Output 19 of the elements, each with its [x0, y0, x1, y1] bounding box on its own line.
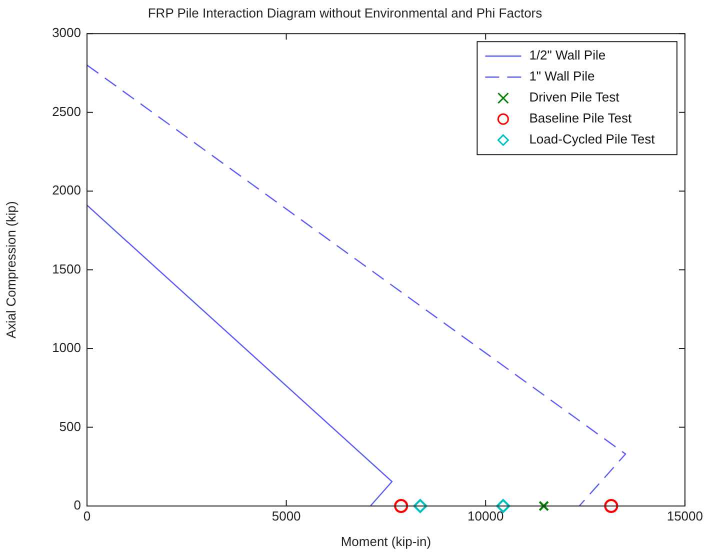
chart-title: FRP Pile Interaction Diagram without Environmental and Phi Factors	[148, 5, 543, 20]
legend-label: 1/2" Wall Pile	[529, 48, 606, 63]
legend-label: 1" Wall Pile	[529, 68, 595, 84]
y-tick-label: 0	[74, 498, 81, 513]
y-axis-title: Axial Compression (kip)	[3, 201, 18, 338]
x-tick-label: 10000	[468, 508, 504, 524]
legend-label: Baseline Pile Test	[529, 110, 632, 126]
y-tick-label: 1500	[52, 261, 81, 276]
x-tick-label: 5000	[272, 508, 301, 524]
legend-label: Load-Cycled Pile Test	[529, 132, 656, 147]
y-tick-label: 3000	[52, 25, 81, 40]
legend-label: Driven Pile Test	[529, 90, 620, 105]
x-tick-label: 15000	[666, 508, 704, 524]
y-tick-label: 2500	[52, 104, 81, 119]
x-axis-title: Moment (kip-in)	[340, 534, 432, 549]
y-tick-label: 500	[59, 418, 81, 434]
y-tick-label: 1000	[52, 340, 81, 356]
y-tick-label: 2000	[52, 182, 81, 198]
x-tick-label: 0	[83, 508, 91, 524]
